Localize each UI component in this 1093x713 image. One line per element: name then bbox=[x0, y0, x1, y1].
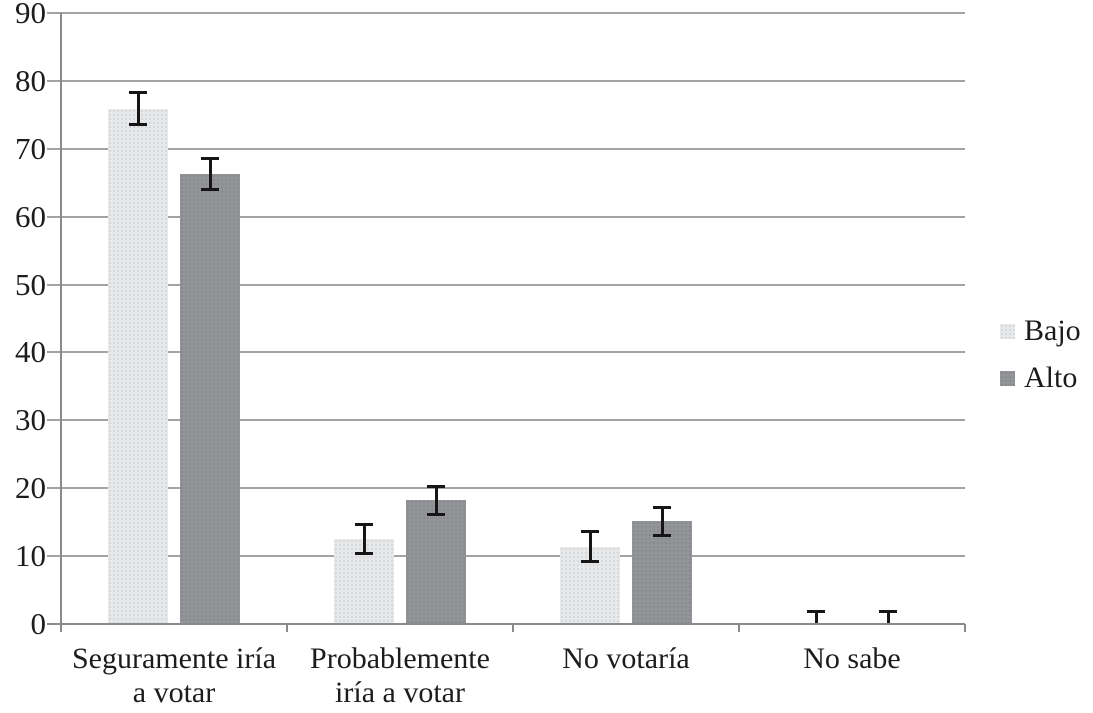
y-axis-tick-label: 30 bbox=[15, 402, 46, 438]
y-axis-tick-label: 40 bbox=[15, 334, 46, 370]
legend-swatch-bajo bbox=[1000, 323, 1015, 339]
legend: Bajo Alto bbox=[1000, 314, 1081, 408]
gridline bbox=[47, 79, 965, 82]
x-axis-category-label-3: No votaría bbox=[513, 642, 739, 676]
error-bar-cap-top bbox=[427, 484, 445, 488]
error-bar-line bbox=[434, 485, 438, 516]
category-label-line: a votar bbox=[132, 676, 216, 709]
x-axis-tick bbox=[738, 624, 740, 632]
error-bar-line bbox=[588, 530, 592, 563]
error-bar-line bbox=[886, 610, 890, 624]
legend-label-bajo: Bajo bbox=[1024, 314, 1081, 347]
error-bar-cap-bottom bbox=[355, 552, 373, 556]
y-axis-tick-label: 70 bbox=[15, 130, 46, 166]
x-axis-line bbox=[47, 623, 965, 625]
x-axis-tick bbox=[286, 624, 288, 632]
error-bar-line bbox=[660, 506, 664, 537]
category-label-line: Probablemente bbox=[310, 642, 490, 675]
error-bar-cap-bottom bbox=[129, 123, 147, 127]
error-bar-line bbox=[136, 92, 140, 125]
error-bar-cap-bottom bbox=[653, 534, 671, 538]
legend-entry-bajo: Bajo bbox=[1000, 314, 1081, 348]
error-bar-line bbox=[208, 158, 212, 190]
error-bar-cap-top bbox=[129, 91, 147, 95]
category-label-line: No sabe bbox=[803, 642, 901, 675]
category-label-line: Seguramente iría bbox=[71, 642, 277, 675]
y-axis-tick-label: 90 bbox=[15, 0, 46, 30]
x-axis-category-label-1: Seguramente iría a votar bbox=[61, 642, 287, 710]
x-axis-category-label-2: Probablemente iría a votar bbox=[287, 642, 513, 710]
error-bar-cap-top bbox=[879, 609, 897, 613]
error-bar-cap-top bbox=[581, 529, 599, 533]
error-bar-line bbox=[814, 610, 818, 624]
gridline bbox=[47, 12, 965, 14]
bar-alto-2 bbox=[406, 500, 466, 624]
y-axis-tick-label: 20 bbox=[15, 470, 46, 506]
bar-bajo-1 bbox=[108, 108, 168, 624]
legend-entry-alto: Alto bbox=[1000, 361, 1081, 395]
category-label-line: No votaría bbox=[562, 642, 690, 675]
error-bar-cap-top bbox=[653, 505, 671, 509]
y-axis-tick-label: 60 bbox=[15, 198, 46, 234]
legend-label-alto: Alto bbox=[1024, 361, 1078, 394]
gridline bbox=[47, 283, 965, 286]
gridline bbox=[47, 419, 965, 422]
x-axis-category-label-4: No sabe bbox=[739, 642, 965, 676]
y-axis-line bbox=[60, 13, 62, 632]
legend-swatch-alto bbox=[1000, 370, 1015, 386]
bar-alto-3 bbox=[632, 521, 692, 624]
gridline bbox=[47, 215, 965, 218]
error-bar-cap-bottom bbox=[581, 560, 599, 564]
gridline bbox=[47, 555, 965, 558]
error-bar-cap-top bbox=[807, 609, 825, 613]
bar-alto-1 bbox=[180, 173, 240, 624]
y-axis-tick-label: 10 bbox=[15, 538, 46, 574]
error-bar-cap-bottom bbox=[427, 513, 445, 517]
y-axis-tick-label: 0 bbox=[30, 606, 47, 641]
y-axis-tick-label: 80 bbox=[15, 62, 46, 98]
error-bar-cap-top bbox=[201, 157, 219, 161]
error-bar-line bbox=[362, 524, 366, 555]
gridline bbox=[47, 351, 965, 354]
error-bar-cap-bottom bbox=[201, 187, 219, 191]
gridline bbox=[47, 487, 965, 490]
x-axis-tick bbox=[964, 624, 966, 632]
category-label-line: iría a votar bbox=[335, 676, 465, 709]
error-bar-cap-top bbox=[355, 523, 373, 527]
y-axis-tick-label: 50 bbox=[15, 266, 46, 302]
gridline bbox=[47, 147, 965, 150]
x-axis-tick bbox=[512, 624, 514, 632]
